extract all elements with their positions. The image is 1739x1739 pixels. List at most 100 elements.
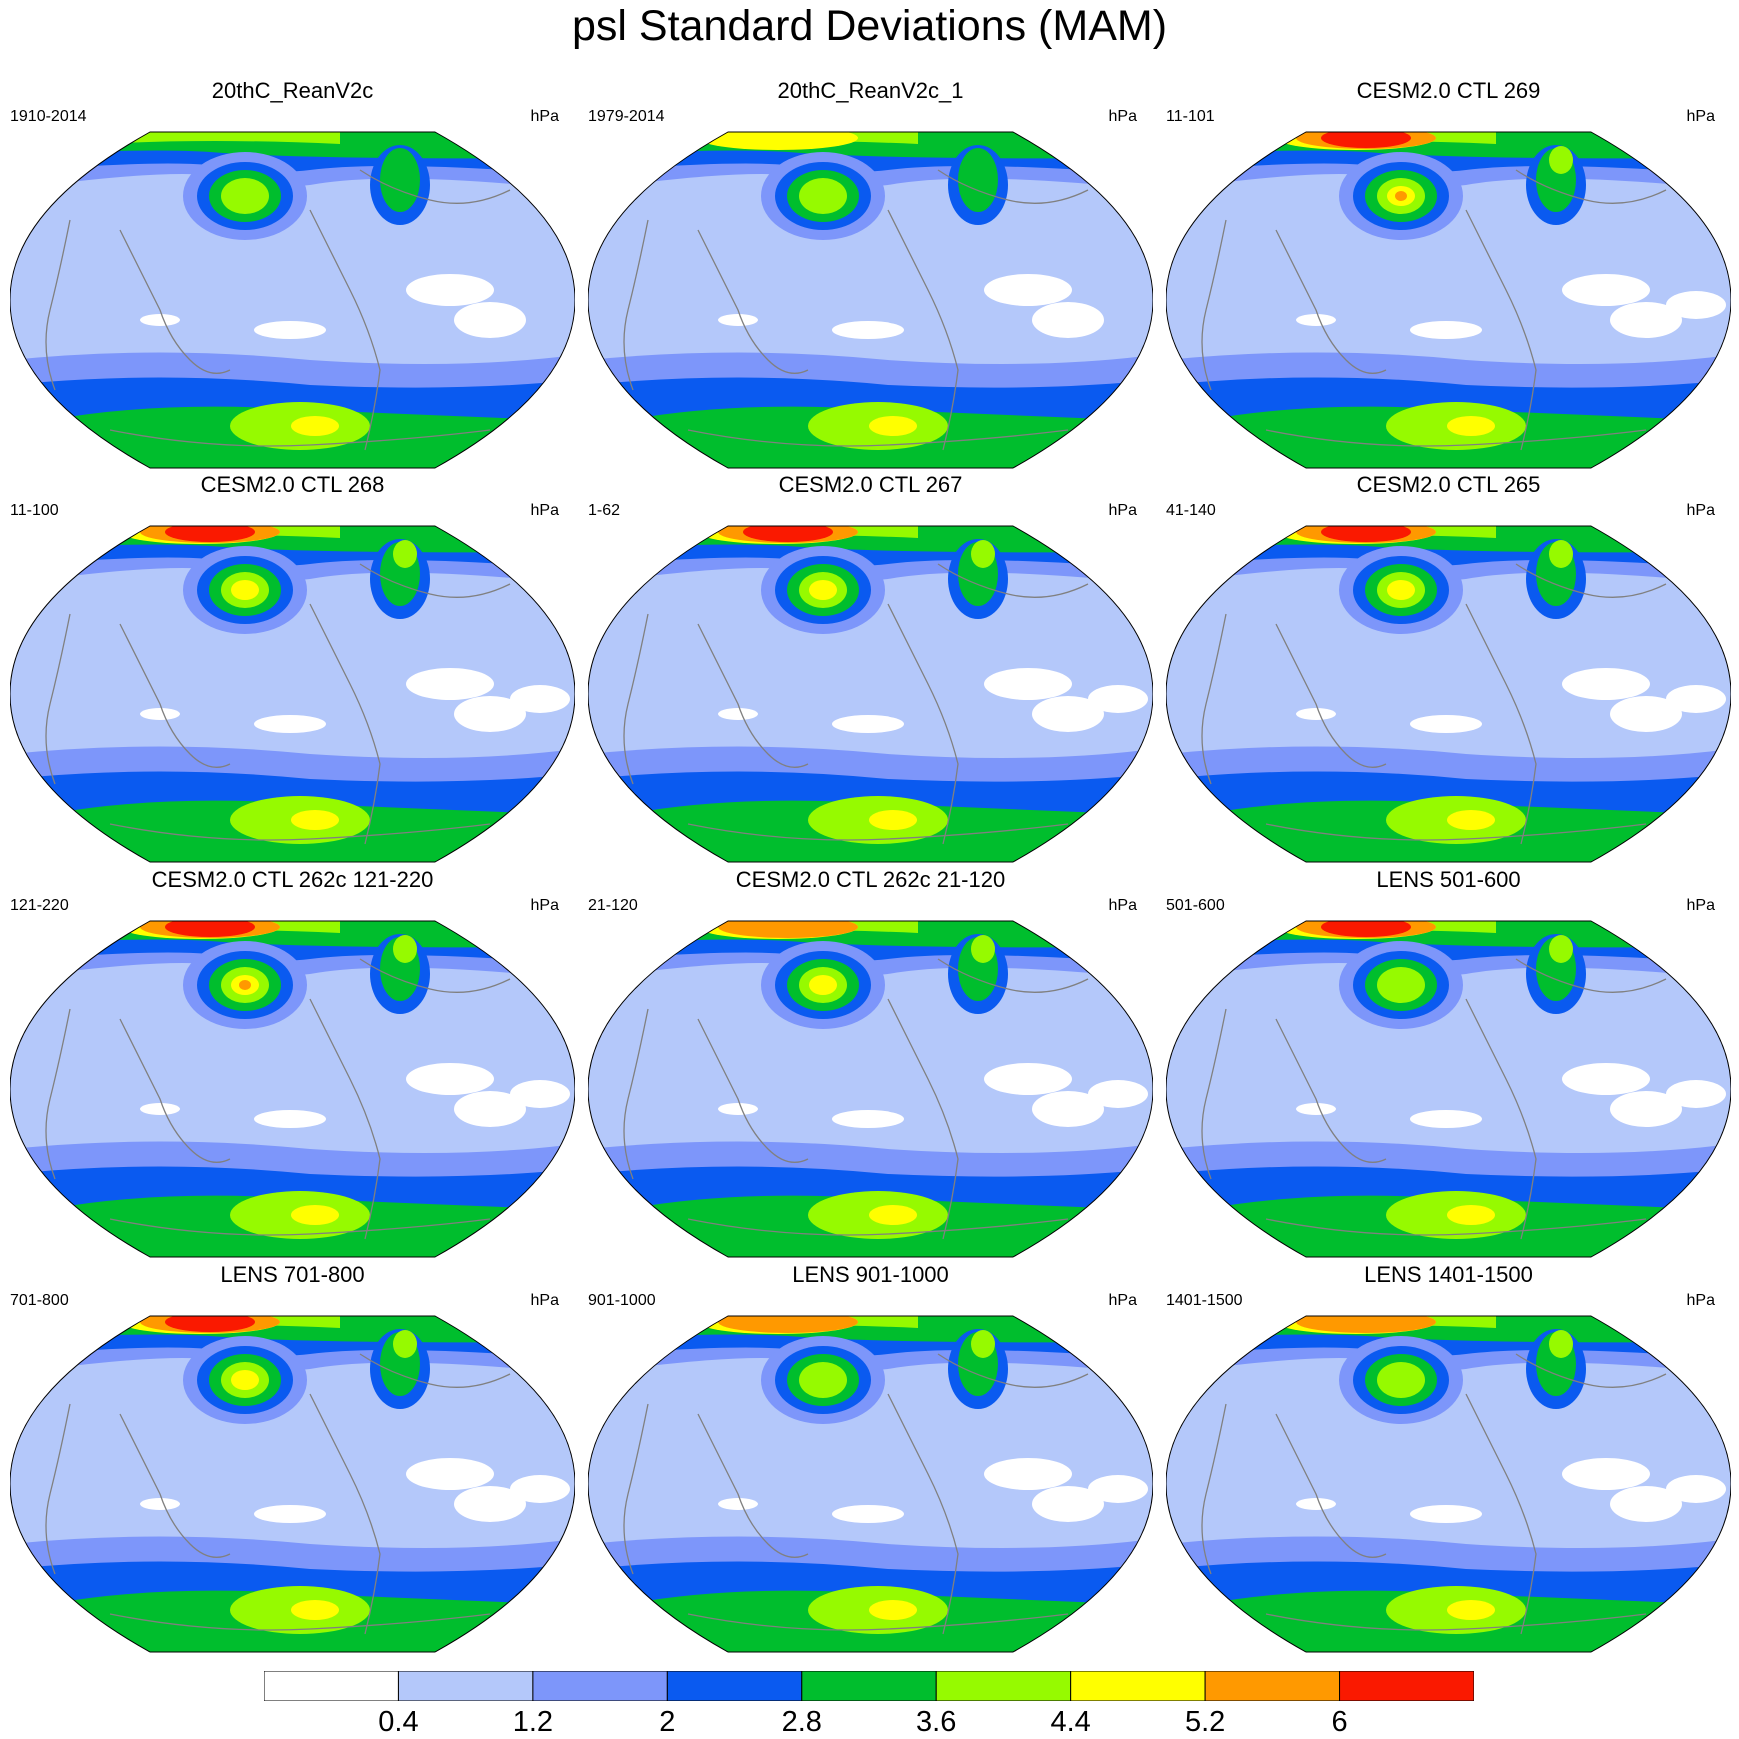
contour-field [10, 1316, 575, 1652]
contour-aleutian-low [1395, 191, 1407, 201]
contour-low-patch [1562, 274, 1650, 306]
map-panel: 20thC_ReanV2c 1910-2014 hPa [10, 78, 575, 469]
panel-units-label: hPa [530, 897, 559, 914]
map-panel: CESM2.0 CTL 262c 21-120 21-120 hPa [588, 867, 1153, 1258]
panel-units-label: hPa [530, 1292, 559, 1309]
panel-title: CESM2.0 CTL 267 [778, 472, 963, 497]
contour-low-patch [1562, 668, 1650, 700]
panel-period-label: 11-100 [10, 502, 59, 519]
colorbar-tick-label: 2.8 [781, 1706, 822, 1738]
coastline [109, 823, 491, 841]
contour-south-core [1447, 416, 1495, 436]
contour-low-patch [984, 1458, 1072, 1490]
coastline [1265, 1218, 1647, 1236]
colorbar-box [264, 1671, 399, 1701]
contour-north-core [1321, 132, 1411, 148]
contour-atlantic [971, 935, 995, 963]
panel-title: CESM2.0 CTL 262c 21-120 [735, 867, 1006, 892]
map-plot [1166, 525, 1731, 863]
contour-aleutian-low [221, 178, 269, 214]
panel-period-label: 901-1000 [588, 1292, 656, 1309]
contour-atlantic [1549, 540, 1573, 568]
colorbar-box [1204, 1671, 1341, 1701]
panel-title: CESM2.0 CTL 269 [1356, 78, 1541, 103]
contour-field [10, 132, 575, 468]
map-plot [1166, 131, 1731, 469]
panel-title: LENS 1401-1500 [1364, 1262, 1533, 1287]
map-outline [1166, 1315, 1731, 1653]
coastline [623, 219, 649, 391]
contour-low-patch [718, 708, 758, 720]
contour-low-patch [454, 302, 526, 338]
panel-units-label: hPa [1108, 897, 1137, 914]
coastline [1275, 1413, 1387, 1558]
contour-low-patch [832, 715, 904, 733]
contour-aleutian-low [239, 980, 251, 990]
coastline [309, 603, 381, 845]
panel-period-label: 701-800 [10, 1292, 69, 1309]
contour-low-patch [454, 1486, 526, 1522]
colorbar-tick-label: 1.2 [512, 1706, 554, 1738]
coastline [1275, 623, 1387, 768]
coastline [687, 1613, 1069, 1631]
contour-north-core [1321, 921, 1411, 937]
coastline [1265, 823, 1647, 841]
panel-period-label: 1401-1500 [1166, 1292, 1243, 1309]
map-panel: CESM2.0 CTL 265 41-140 hPa [1166, 472, 1731, 863]
colorbar-tick-label: 6 [1331, 1706, 1348, 1738]
colorbar-tick-label: 3.6 [916, 1706, 957, 1738]
panel-period-label: 121-220 [10, 897, 69, 914]
map-panel: 20thC_ReanV2c_1 1979-2014 hPa [588, 78, 1153, 469]
coastline [359, 169, 511, 204]
contour-low-patch [254, 1110, 326, 1128]
coastline [119, 1018, 231, 1163]
contour-south-core [291, 1205, 339, 1225]
coastline [45, 219, 71, 391]
contour-low-patch [406, 1063, 494, 1095]
panel-title: 20thC_ReanV2c_1 [777, 78, 964, 103]
map-plot [588, 920, 1153, 1258]
contour-low-patch [254, 1505, 326, 1523]
colorbar-box [935, 1671, 1072, 1701]
contour-low-patch [1032, 696, 1104, 732]
contour-low-patch [1296, 1498, 1336, 1510]
map-panel: LENS 1401-1500 1401-1500 hPa [1166, 1262, 1731, 1653]
map-plot [1166, 1315, 1731, 1653]
contour-aleutian-low [231, 1370, 259, 1390]
contour-aleutian-low [231, 580, 259, 600]
coastline [887, 603, 959, 845]
colorbar-tick-label: 5.2 [1184, 1706, 1226, 1738]
contour-low-patch [254, 321, 326, 339]
coastline [45, 613, 71, 785]
coastline [119, 1413, 231, 1558]
contour-low-patch [454, 696, 526, 732]
coastline [309, 998, 381, 1240]
map-outline [1166, 920, 1731, 1258]
contour-low-patch [984, 274, 1072, 306]
contour-aleutian-low [799, 178, 847, 214]
panel-title: CESM2.0 CTL 262c 121-220 [151, 867, 434, 892]
coastline [1201, 1403, 1227, 1575]
colorbar-box [1339, 1671, 1474, 1701]
contour-south-core [869, 810, 917, 830]
contour-low-patch [1666, 1475, 1726, 1503]
contour-field [588, 921, 1153, 1257]
contour-low-patch [1410, 1505, 1482, 1523]
contour-aleutian-low [809, 580, 837, 600]
colorbar-tick-label: 4.4 [1050, 1706, 1091, 1738]
coastline [109, 429, 491, 447]
contour-low-patch [1410, 715, 1482, 733]
coastline [1465, 1393, 1537, 1635]
coastline [623, 1008, 649, 1180]
contour-low-patch [1296, 708, 1336, 720]
contour-field [10, 526, 575, 862]
contour-south-core [869, 416, 917, 436]
coastline [1515, 169, 1667, 204]
coastline [687, 429, 1069, 447]
contour-low-patch [1410, 1110, 1482, 1128]
map-panel: CESM2.0 CTL 267 1-62 hPa [588, 472, 1153, 863]
map-panel: CESM2.0 CTL 268 11-100 hPa [10, 472, 575, 863]
map-panel: LENS 701-800 701-800 hPa [10, 1262, 575, 1653]
map-plot [10, 525, 575, 863]
page-title: psl Standard Deviations (MAM) [571, 2, 1168, 50]
